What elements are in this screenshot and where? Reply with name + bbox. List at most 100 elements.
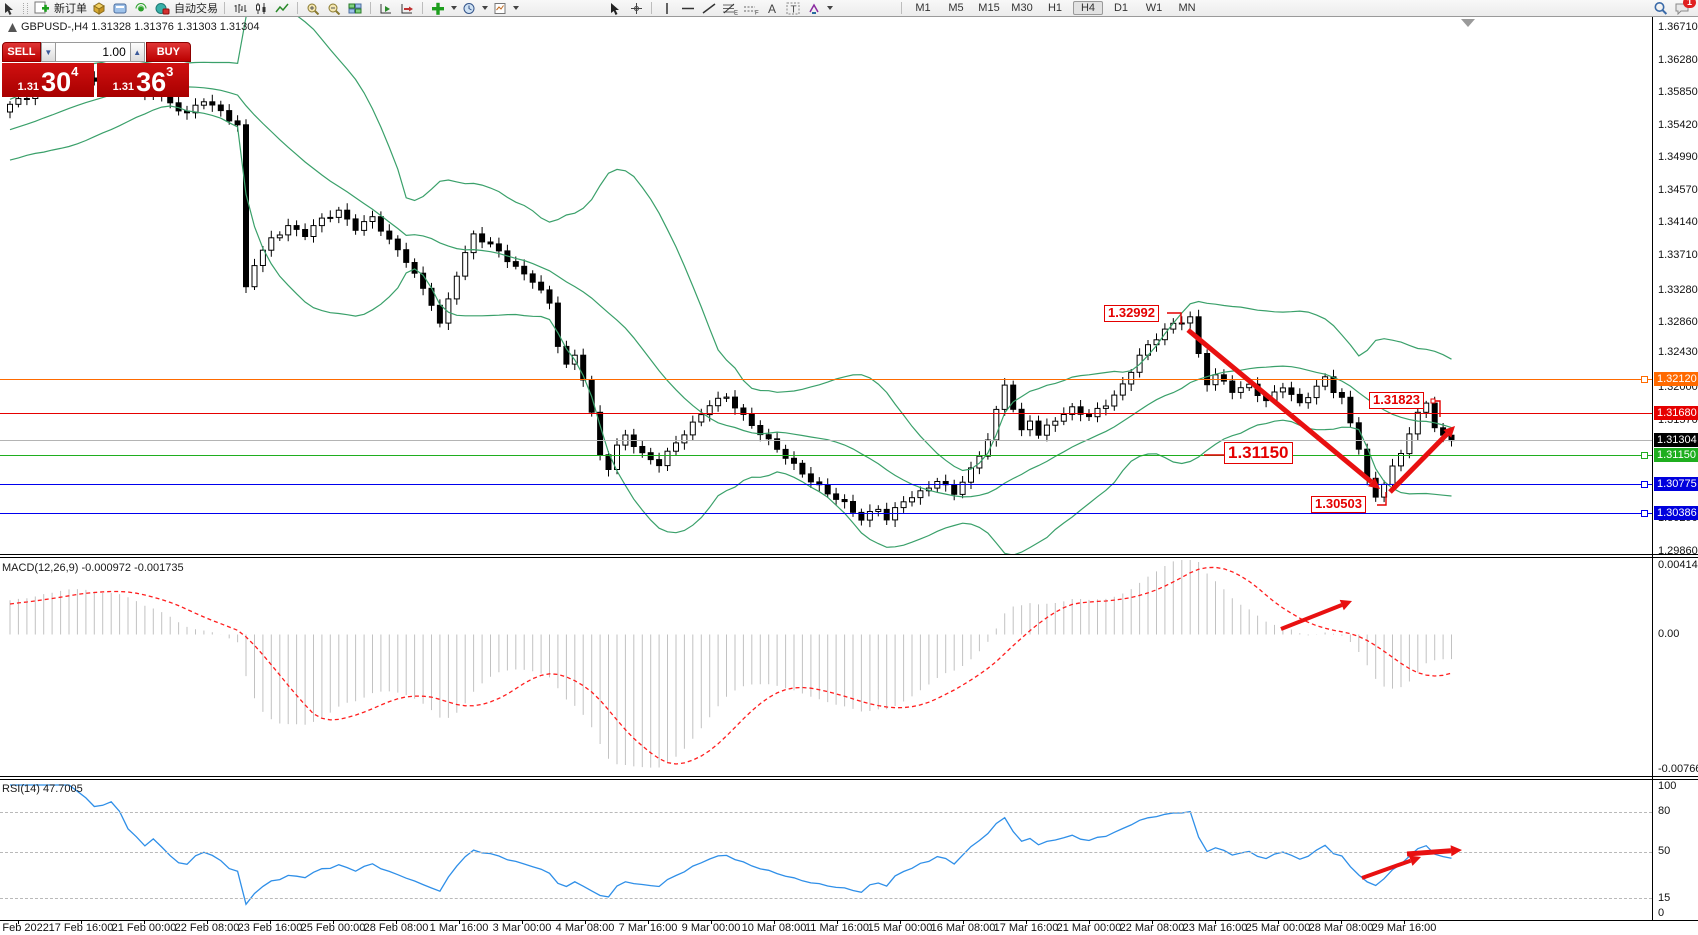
panel-separator[interactable] — [0, 557, 1698, 558]
tile-windows-icon[interactable] — [346, 1, 364, 15]
autotrading-label[interactable]: 自动交易 — [174, 3, 218, 15]
price-axis-line — [1652, 17, 1653, 920]
arrows-caret-icon[interactable] — [827, 6, 833, 10]
arrows-tool-icon[interactable] — [805, 1, 823, 15]
toolbar-separator — [297, 2, 298, 14]
timeframe-button-m30[interactable]: M30 — [1011, 2, 1033, 14]
vertical-line-tool-icon[interactable] — [658, 1, 676, 15]
line-handle[interactable] — [1641, 481, 1648, 488]
new-order-label[interactable]: 新订单 — [54, 3, 87, 15]
one-click-trading-widget: SELL ▼ ▲ BUY 1.31 30 4 1.31 36 3 — [2, 42, 192, 97]
price-level-badge: 1.31304 — [1654, 433, 1698, 447]
data-window-icon[interactable] — [111, 1, 129, 15]
price-annotation-label[interactable]: 1.31823 — [1369, 392, 1424, 409]
indicators-caret-icon[interactable] — [451, 6, 457, 10]
date-label: 22 Feb 08:00 — [174, 922, 240, 934]
autotrading-icon[interactable] — [153, 1, 171, 15]
horizontal-line[interactable] — [0, 440, 1652, 441]
buy-price-pips: 36 — [136, 67, 167, 97]
crosshair-tool-icon[interactable] — [627, 1, 645, 15]
horizontal-line[interactable] — [0, 455, 1652, 456]
trendline-tool-icon[interactable] — [700, 1, 718, 15]
horizontal-line[interactable] — [0, 413, 1652, 414]
timeframe-button-h1[interactable]: H1 — [1047, 2, 1063, 14]
cursor-tool-icon[interactable] — [606, 1, 624, 15]
new-order-icon[interactable] — [33, 1, 51, 15]
fibonacci-tool-icon[interactable]: E — [721, 1, 739, 15]
date-tick-mark — [396, 920, 397, 924]
line-handle[interactable] — [1641, 452, 1648, 459]
top-toolbar: 新订单 自动交易 — [0, 0, 1698, 17]
periods-caret-icon[interactable] — [482, 6, 488, 10]
bar-chart-icon[interactable] — [231, 1, 249, 15]
date-label: 21 Feb 00:00 — [111, 922, 177, 934]
price-tick: 1.33280 — [1658, 284, 1698, 296]
channel-tool-icon[interactable]: F — [742, 1, 760, 15]
market-watch-icon[interactable] — [90, 1, 108, 15]
price-annotation-label[interactable]: 1.31150 — [1224, 442, 1293, 464]
date-tick-mark — [1404, 920, 1405, 924]
main-price-chart[interactable] — [0, 17, 1652, 554]
search-icon[interactable] — [1651, 1, 1669, 15]
date-tick-mark — [963, 920, 964, 924]
timeframe-button-m1[interactable]: M1 — [915, 2, 931, 14]
buy-price-panel[interactable]: 1.31 36 3 — [97, 63, 189, 97]
panel-separator[interactable] — [0, 776, 1698, 777]
toolbar-separator — [370, 2, 371, 14]
macd-panel-chart[interactable] — [0, 558, 1652, 776]
buy-price-prefix: 1.31 — [112, 81, 135, 93]
templates-caret-icon[interactable] — [513, 6, 519, 10]
rsi-level-line — [0, 898, 1652, 899]
zoom-out-icon[interactable] — [325, 1, 343, 15]
horizontal-line[interactable] — [0, 484, 1652, 485]
timeframe-button-h4[interactable]: H4 — [1073, 1, 1103, 15]
notifications-icon[interactable]: 1 — [1672, 0, 1696, 15]
price-annotation-label[interactable]: 1.32992 — [1104, 305, 1159, 322]
line-handle[interactable] — [1641, 376, 1648, 383]
date-label: 16 Feb 2022 — [0, 922, 49, 934]
navigator-icon[interactable] — [132, 1, 150, 15]
cursor-left-icon[interactable] — [0, 1, 18, 15]
chart-shift-marker-icon[interactable] — [1461, 19, 1475, 27]
sell-price-panel[interactable]: 1.31 30 4 — [2, 63, 94, 97]
price-tick: 1.34570 — [1658, 184, 1698, 196]
timeframe-button-m5[interactable]: M5 — [948, 2, 964, 14]
volume-input[interactable] — [55, 42, 130, 62]
zoom-in-icon[interactable] — [304, 1, 322, 15]
timeframe-button-w1[interactable]: W1 — [1145, 2, 1163, 14]
timeframe-button-d1[interactable]: D1 — [1113, 2, 1129, 14]
price-tick: 1.34990 — [1658, 151, 1698, 163]
buy-button[interactable]: BUY — [145, 42, 192, 62]
date-label: 4 Mar 08:00 — [555, 922, 615, 934]
text-tool-icon[interactable]: A — [763, 1, 781, 15]
label-tool-icon[interactable]: T — [784, 1, 802, 15]
line-handle[interactable] — [1641, 510, 1648, 517]
date-tick-mark — [1152, 920, 1153, 924]
horizontal-line-tool-icon[interactable] — [679, 1, 697, 15]
sell-price-pips: 30 — [41, 67, 72, 97]
horizontal-line[interactable] — [0, 513, 1652, 514]
timeframe-button-mn[interactable]: MN — [1178, 2, 1196, 14]
indicators-icon[interactable] — [429, 1, 447, 15]
date-label: 17 Mar 16:00 — [993, 922, 1059, 934]
date-label: 1 Mar 16:00 — [429, 922, 489, 934]
symbol-ohlc-text: GBPUSD-,H4 1.31328 1.31376 1.31303 1.313… — [21, 21, 260, 33]
line-chart-icon[interactable] — [273, 1, 291, 15]
templates-icon[interactable] — [491, 1, 509, 15]
date-tick-mark — [1278, 920, 1279, 924]
sell-button[interactable]: SELL — [2, 42, 41, 62]
chart-shift-icon[interactable] — [398, 1, 416, 15]
timeframe-button-m15[interactable]: M15 — [978, 2, 1000, 14]
sell-price-pipette: 4 — [71, 64, 79, 79]
horizontal-line[interactable] — [0, 379, 1652, 380]
auto-scroll-icon[interactable] — [377, 1, 395, 15]
date-label: 9 Mar 00:00 — [681, 922, 741, 934]
periods-clock-icon[interactable] — [460, 1, 478, 15]
price-annotation-label[interactable]: 1.30503 — [1311, 496, 1366, 513]
volume-increase-button[interactable]: ▲ — [129, 42, 145, 62]
candlestick-chart-icon[interactable] — [252, 1, 270, 15]
panel-separator[interactable] — [0, 779, 1698, 780]
rsi-axis-tick: 100 — [1658, 780, 1677, 792]
panel-separator[interactable] — [0, 554, 1698, 555]
volume-decrease-button[interactable]: ▼ — [40, 42, 56, 62]
